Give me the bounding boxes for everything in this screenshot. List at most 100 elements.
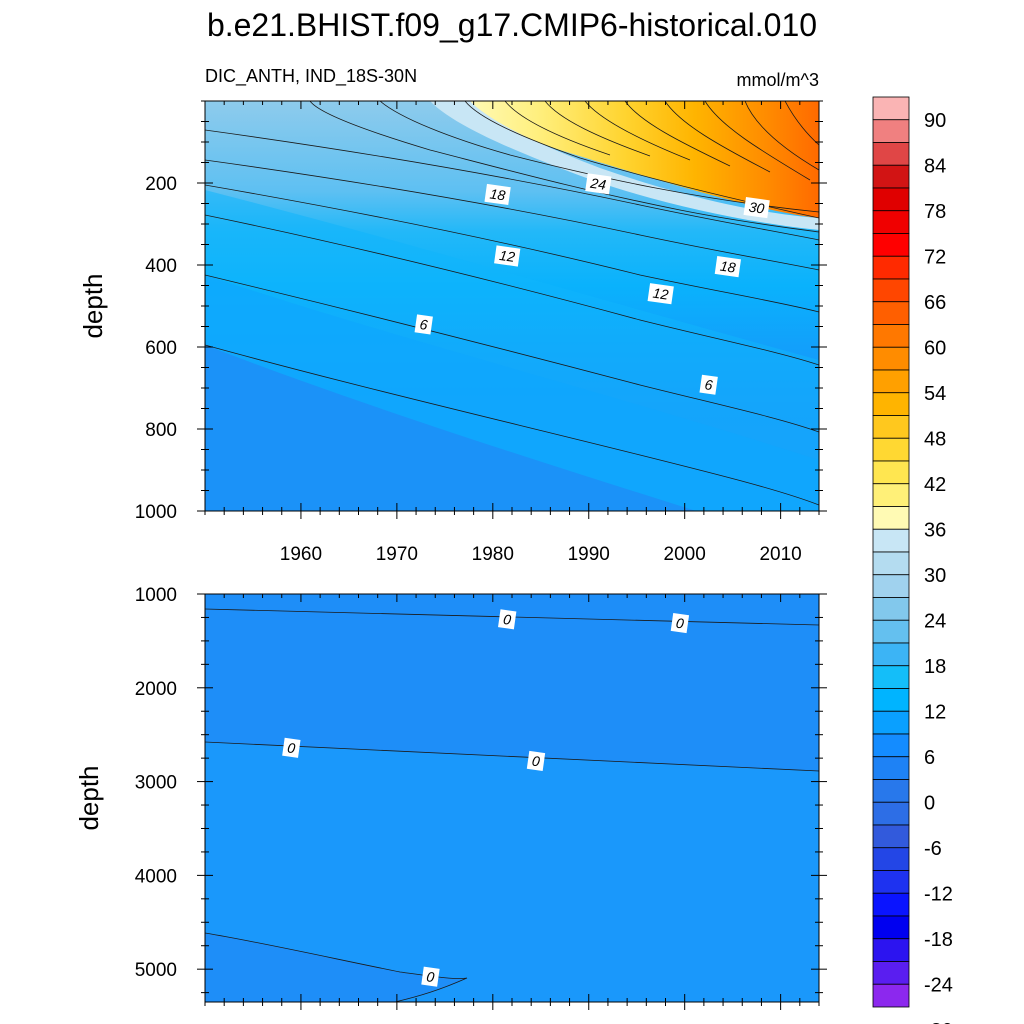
upper-contour-label-box: [714, 256, 741, 278]
colorbar-label: 6: [924, 747, 935, 769]
colorbar-segment: [872, 597, 910, 621]
upper-contour-label: 24: [585, 173, 612, 195]
lower-panel-fill: [205, 594, 819, 1002]
lower-contour-label: 0: [498, 609, 517, 630]
upper-contour-label-box: [647, 283, 674, 305]
upper-contour-label-box: [494, 245, 521, 267]
upper-x-tick-label: 1990: [568, 544, 610, 565]
colorbar-label: 66: [924, 292, 946, 314]
upper-contour-label: 18: [714, 256, 741, 278]
upper-contour-label-text: 12: [498, 247, 516, 265]
lower-contour-label-text: 0: [675, 615, 685, 632]
lower-contour-label: 0: [421, 966, 440, 987]
upper-x-axis: 1960 1970 1980 1990 2000 2010: [204, 101, 820, 565]
colorbar-label: 12: [924, 701, 946, 723]
upper-contour-labels: 18 24 30 12 18 12 6 6: [414, 173, 770, 395]
lower-y-tick-label: 4000: [135, 866, 177, 887]
colorbar: 908478726660544842363024181260-6-12-18-2…: [872, 96, 953, 1024]
lower-contour-label-text: 0: [425, 968, 435, 985]
upper-contour-label: 12: [647, 283, 674, 305]
lower-contour-label: 0: [526, 750, 546, 771]
colorbar-segment: [872, 915, 910, 940]
colorbar-segment: [872, 119, 910, 143]
upper-warm-region: [465, 101, 819, 218]
lower-contour-labels: 0 0 0 0 0: [282, 609, 690, 987]
lower-x-axis: [204, 594, 820, 1010]
upper-x-tick-label: 1970: [376, 544, 418, 565]
lower-contour-label-box: [282, 737, 301, 758]
colorbar-segment: [872, 210, 910, 234]
lower-band-bottom: [205, 933, 467, 1002]
lower-panel-plot: 0 0 0 0 0 1000 2000 3000 4000 5000 depth: [74, 585, 827, 1010]
upper-contour-label-box: [699, 374, 718, 395]
lower-contour-label-text: 0: [502, 611, 512, 628]
upper-contour-label-box: [414, 314, 433, 335]
upper-contour-label: 30: [743, 197, 770, 219]
upper-band-27: [430, 101, 819, 230]
colorbar-label: 78: [924, 201, 946, 223]
colorbar-segment: [872, 983, 910, 1008]
lower-contour-label: 0: [282, 737, 301, 758]
colorbar-label: 48: [924, 428, 946, 450]
colorbar-segment: [872, 142, 910, 166]
lower-y-axis-label: depth: [74, 765, 104, 830]
colorbar-segment: [872, 483, 910, 507]
upper-y-tick-label: 600: [145, 338, 177, 359]
colorbar-segment: [872, 574, 910, 598]
upper-contour-label: 6: [699, 374, 718, 395]
colorbar-segment: [872, 324, 910, 348]
colorbar-segment: [872, 551, 910, 576]
colorbar-label: 90: [924, 110, 946, 132]
colorbar-segment: [872, 619, 910, 644]
colorbar-label: -30: [924, 1020, 953, 1024]
upper-band-3: [205, 345, 697, 511]
colorbar-segment: [872, 346, 910, 371]
units-label: mmol/m^3: [737, 70, 819, 90]
lower-contour-label: 0: [670, 613, 690, 634]
upper-x-tick-label: 1960: [280, 544, 322, 565]
lower-contour-label-box: [498, 609, 517, 630]
colorbar-segment: [872, 779, 910, 803]
figure-title: b.e21.BHIST.f09_g17.CMIP6-historical.010: [207, 7, 817, 43]
colorbar-segment: [872, 437, 910, 462]
colorbar-segment: [872, 164, 910, 189]
colorbar-segment: [872, 756, 910, 780]
colorbar-segment: [872, 301, 910, 325]
colorbar-segment: [872, 255, 910, 280]
colorbar-label: 84: [924, 155, 946, 177]
lower-contour-label-box: [421, 966, 440, 987]
colorbar-label: 42: [924, 474, 946, 496]
upper-contour-label-text: 18: [489, 185, 507, 203]
upper-y-tick-label: 200: [145, 174, 177, 195]
upper-y-axis: 200 400 600 800 1000: [135, 100, 827, 523]
lower-y-tick-label: 1000: [135, 585, 177, 606]
colorbar-segment: [872, 824, 910, 849]
colorbar-segment: [872, 665, 910, 689]
upper-contour-label-text: 6: [419, 316, 429, 333]
colorbar-segment: [872, 870, 910, 894]
colorbar-segment: [872, 938, 910, 962]
colorbar-label: 72: [924, 246, 946, 268]
upper-y-tick-label: 800: [145, 420, 177, 441]
upper-contour-label: 18: [484, 183, 511, 206]
colorbar-segment: [872, 369, 910, 394]
colorbar-segment: [872, 96, 910, 121]
upper-y-tick-label: 400: [145, 256, 177, 277]
colorbar-label: 30: [924, 565, 946, 587]
colorbar-segment: [872, 642, 910, 667]
upper-contour-label-text: 30: [748, 199, 766, 217]
colorbar-segment: [872, 710, 910, 735]
colorbar-segment: [872, 847, 910, 871]
colorbar-label: 36: [924, 519, 946, 541]
colorbar-label: 24: [924, 610, 946, 632]
upper-x-tick-label: 2000: [664, 544, 706, 565]
lower-contour-label-box: [526, 750, 546, 771]
colorbar-label: -18: [924, 929, 953, 951]
colorbar-label: 54: [924, 383, 946, 405]
lower-contour-label-text: 0: [531, 752, 541, 769]
upper-x-tick-label: 2010: [759, 544, 801, 565]
colorbar-segment: [872, 233, 910, 257]
upper-y-axis-label: depth: [78, 273, 108, 338]
